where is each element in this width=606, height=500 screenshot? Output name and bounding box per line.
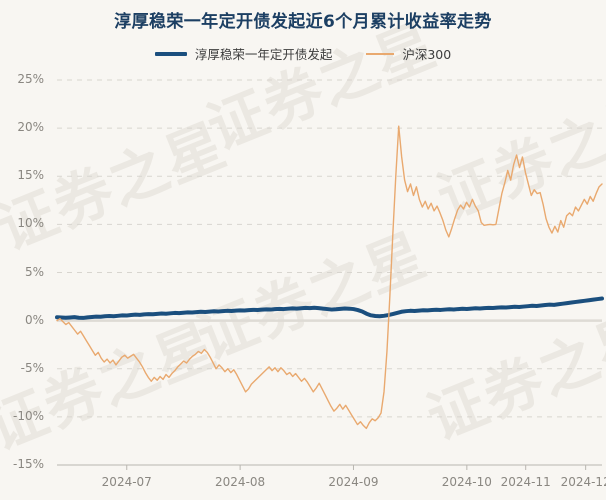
y-axis-tick-label: -10% xyxy=(12,408,44,423)
y-axis-tick-label: -5% xyxy=(20,360,44,375)
legend-swatch-fund-icon xyxy=(154,51,187,56)
y-axis-tick-label: 0% xyxy=(24,312,44,327)
x-axis-tick-label: 2024-12 xyxy=(560,475,606,489)
x-axis-tick-label: 2024-08 xyxy=(215,475,266,489)
y-axis-tick-label: 15% xyxy=(17,168,44,183)
y-axis-tick-label: 5% xyxy=(24,264,44,279)
y-axis-tick-label: 20% xyxy=(17,120,44,135)
y-axis-tick-label: 10% xyxy=(17,216,44,231)
y-axis-tick-label: -15% xyxy=(12,457,44,471)
x-axis-tick-label: 2024-10 xyxy=(441,475,492,489)
chart-legend: 淳厚稳荣一年定开债发起 沪深300 xyxy=(0,44,606,63)
legend-item-benchmark[interactable]: 沪深300 xyxy=(366,44,451,63)
legend-swatch-benchmark-icon xyxy=(366,52,395,55)
y-axis-tick-label: 25% xyxy=(17,72,44,86)
legend-label-benchmark: 沪深300 xyxy=(402,47,452,62)
x-axis-tick-label: 2024-07 xyxy=(101,475,152,489)
legend-item-fund[interactable]: 淳厚稳荣一年定开债发起 xyxy=(154,44,333,63)
x-axis-tick-label: 2024-11 xyxy=(500,475,551,489)
x-axis-tick-label: 2024-09 xyxy=(328,475,379,489)
legend-label-fund: 淳厚稳荣一年定开债发起 xyxy=(194,47,333,62)
chart-title: 淳厚稳荣一年定开债发起近6个月累计收益率走势 xyxy=(114,12,492,32)
